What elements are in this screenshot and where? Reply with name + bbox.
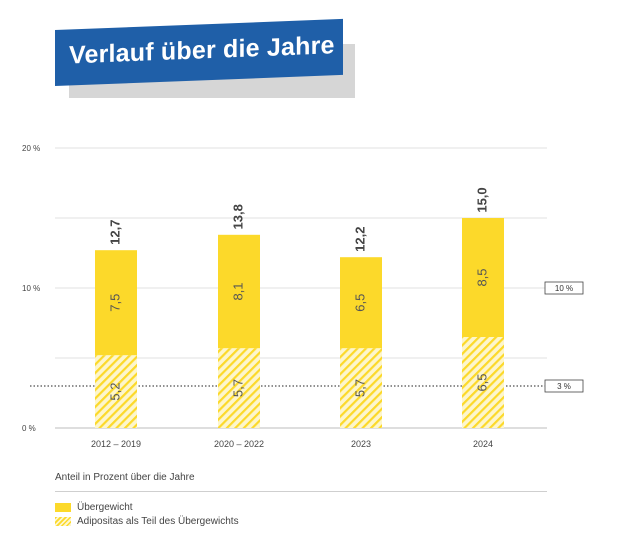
total-label: 12,7 bbox=[107, 220, 122, 245]
bar-adipositas bbox=[95, 355, 137, 428]
total-label: 15,0 bbox=[474, 187, 489, 212]
segment-label-uebergewicht: 8,1 bbox=[230, 282, 245, 300]
legend-swatch-hatched bbox=[55, 516, 71, 526]
legend-label: Adipositas als Teil des Übergewichts bbox=[77, 515, 239, 527]
reference-label-box bbox=[544, 281, 584, 295]
y-tick-label: 20 % bbox=[22, 144, 40, 153]
bar-adipositas bbox=[218, 348, 260, 428]
reference-label-box bbox=[544, 379, 584, 393]
x-category-label: 2023 bbox=[351, 439, 371, 449]
reference-label: 3 % bbox=[557, 382, 571, 391]
segment-label-adipositas: 6,5 bbox=[474, 373, 489, 391]
title-banner: Verlauf über die Jahre bbox=[55, 18, 355, 100]
legend-item-adipositas: Adipositas als Teil des Übergewichts bbox=[55, 514, 239, 528]
bar-adipositas bbox=[462, 337, 504, 428]
total-label: 13,8 bbox=[230, 204, 245, 229]
x-category-label: 2012 – 2019 bbox=[91, 439, 141, 449]
segment-label-uebergewicht: 6,5 bbox=[352, 294, 367, 312]
y-tick-label: 10 % bbox=[22, 284, 40, 293]
legend-swatch-solid bbox=[55, 502, 71, 512]
bar-adipositas bbox=[340, 348, 382, 428]
segment-label-adipositas: 5,7 bbox=[352, 379, 367, 397]
total-label: 12,2 bbox=[352, 227, 367, 252]
legend-item-uebergewicht: Übergewicht bbox=[55, 500, 239, 514]
x-category-label: 2020 – 2022 bbox=[214, 439, 264, 449]
reference-label: 10 % bbox=[555, 284, 573, 293]
segment-label-adipositas: 5,7 bbox=[230, 379, 245, 397]
y-tick-label: 0 % bbox=[22, 424, 36, 433]
bar-uebergewicht bbox=[462, 218, 504, 337]
bar-uebergewicht bbox=[95, 250, 137, 356]
legend: Übergewicht Adipositas als Teil des Über… bbox=[55, 500, 239, 528]
segment-label-uebergewicht: 7,5 bbox=[107, 294, 122, 312]
bar-uebergewicht bbox=[340, 257, 382, 349]
bar-uebergewicht bbox=[218, 234, 260, 349]
chart-caption: Anteil in Prozent über die Jahre bbox=[55, 472, 195, 483]
legend-label: Übergewicht bbox=[77, 501, 133, 513]
segment-label-uebergewicht: 8,5 bbox=[474, 268, 489, 286]
caption-divider bbox=[55, 491, 547, 492]
x-category-label: 2024 bbox=[473, 439, 493, 449]
segment-label-adipositas: 5,2 bbox=[107, 383, 122, 401]
